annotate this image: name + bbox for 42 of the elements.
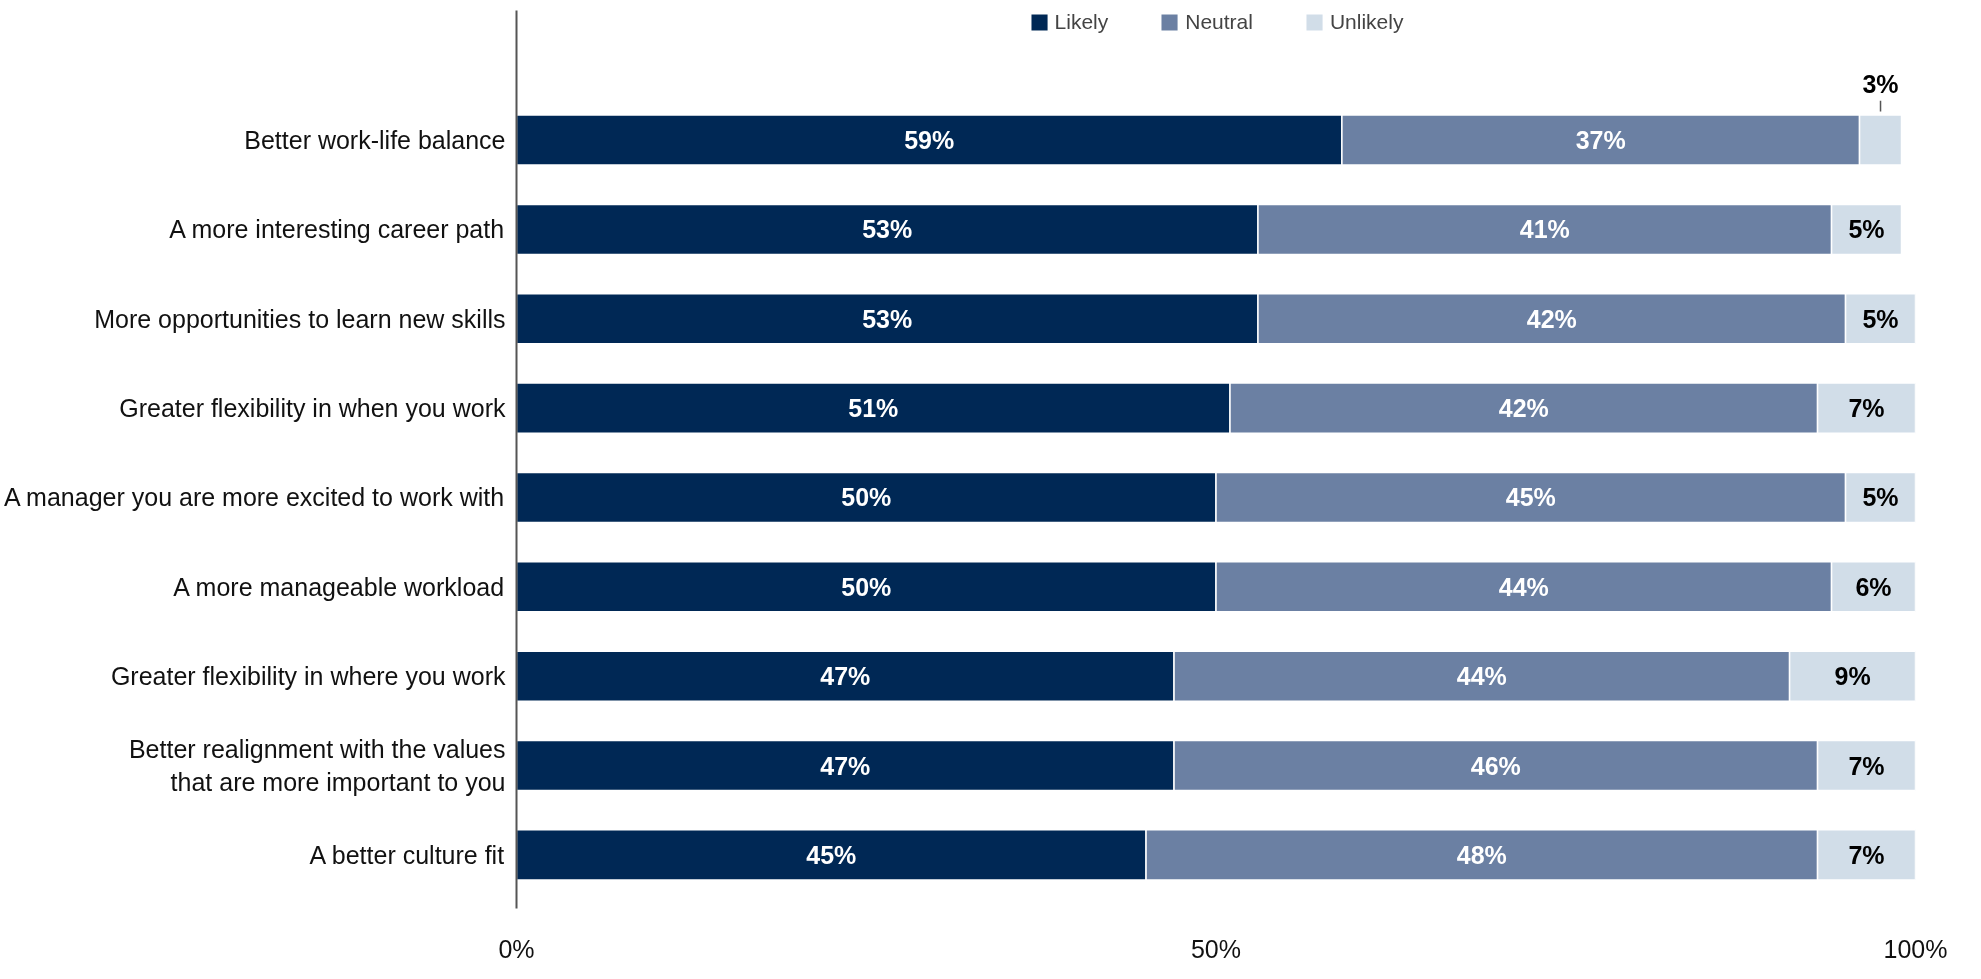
- y-tick-label: Greater flexibility in when you work: [119, 394, 506, 423]
- data-label: 5%: [1848, 215, 1885, 244]
- x-tick-label: 0%: [498, 934, 535, 963]
- data-label: 50%: [841, 483, 892, 512]
- data-label: 9%: [1834, 662, 1871, 691]
- data-label: 42%: [1498, 394, 1549, 423]
- legend-label: Neutral: [1185, 10, 1253, 34]
- y-tick-label: Better realignment with the values that are more important to you: [128, 734, 506, 797]
- y-tick-label: A manager you are more excited to work with: [3, 483, 505, 512]
- data-label: 53%: [862, 215, 913, 244]
- data-label: 5%: [1862, 483, 1899, 512]
- data-label: 45%: [1505, 483, 1556, 512]
- legend-label: Likely: [1054, 10, 1109, 34]
- data-label: 50%: [841, 572, 892, 601]
- y-tick-label: A better culture fit: [309, 840, 505, 869]
- y-tick-label: Greater flexibility in where you work: [110, 662, 506, 691]
- data-label: 53%: [862, 304, 913, 333]
- x-tick-label: 100%: [1883, 934, 1948, 963]
- y-tick-label: Better work-life balance: [244, 126, 506, 155]
- data-label: 51%: [848, 394, 899, 423]
- data-label: 7%: [1848, 840, 1885, 869]
- data-label: 44%: [1498, 572, 1549, 601]
- data-label: 5%: [1862, 304, 1899, 333]
- data-label: 42%: [1526, 304, 1577, 333]
- data-label: 7%: [1848, 751, 1885, 780]
- data-label: 48%: [1456, 840, 1507, 869]
- data-label: 3%: [1862, 70, 1899, 99]
- y-tick-label: A more interesting career path: [169, 215, 505, 244]
- x-tick-label: 50%: [1190, 934, 1242, 963]
- data-label: 41%: [1519, 215, 1570, 244]
- data-label: 7%: [1848, 394, 1885, 423]
- data-label: 59%: [904, 126, 955, 155]
- data-label: 47%: [820, 751, 871, 780]
- data-label: 37%: [1575, 126, 1626, 155]
- y-tick-label: A more manageable workload: [173, 572, 505, 601]
- data-label: 46%: [1470, 751, 1521, 780]
- data-label: 6%: [1855, 572, 1892, 601]
- legend-label: Unlikely: [1329, 10, 1404, 34]
- data-label: 45%: [806, 840, 857, 869]
- data-label: 47%: [820, 662, 871, 691]
- y-tick-label: More opportunities to learn new skills: [94, 304, 506, 333]
- data-label: 44%: [1456, 662, 1507, 691]
